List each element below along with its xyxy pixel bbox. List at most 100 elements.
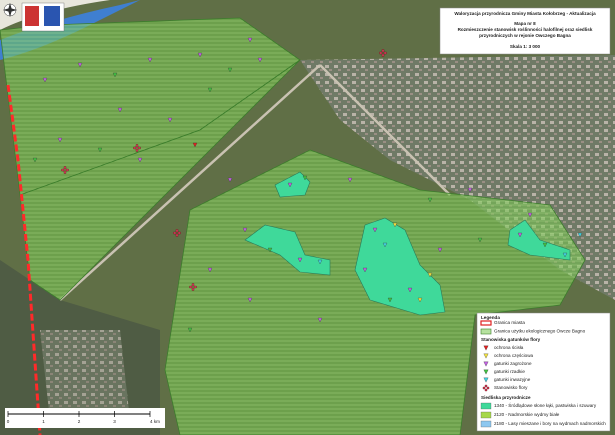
marker [167,117,173,123]
village-area [40,330,130,420]
marker [467,187,473,193]
marker [42,77,48,83]
coat-of-arms [44,6,60,26]
marker [527,212,533,218]
legend-swatch [480,402,492,410]
marker [362,267,368,273]
legend-box [476,312,611,432]
scale-label: 3 [113,419,116,424]
marker [317,259,323,265]
marker [197,52,203,58]
subtitle: Rozmieszczenie stanowisk roślinności hal… [457,27,593,38]
marker [577,232,583,238]
marker [207,267,213,273]
marker [112,72,118,78]
cross-marker [482,384,490,392]
cross-marker [133,144,141,152]
coat-of-arms [25,6,39,26]
species-markers [32,37,583,333]
marker [57,137,63,143]
legend-swatch [480,411,492,419]
marker [147,57,153,63]
legend-label: Granica miasta [494,320,525,325]
marker [317,317,323,323]
marker [437,247,443,253]
legend-heading: Siedliska przyrodnicze [481,395,531,400]
habitat-patch [507,219,571,261]
legend-label: ochrona częściowa [494,353,534,358]
habitat-patch [274,171,311,198]
scale-text: Skala 1: 3 000 [510,44,541,49]
scale-label: 0 [7,419,10,424]
marker [372,227,378,233]
legend-label: gatunki rzadkie [494,369,525,374]
marker [542,242,548,248]
marker [32,157,38,163]
marker [477,237,483,243]
legend-heading: Stanowiska gatunków flory [481,337,541,342]
marker [483,377,489,383]
legend-swatch [480,420,492,428]
scale-label: 2 [78,419,81,424]
marker [347,177,353,183]
legend-label: 2180 - Lasy mieszane i bory na wydmach n… [494,421,606,426]
map-number: Mapa nr 8 [514,21,536,26]
marker [267,247,273,253]
marker [407,287,413,293]
marker [517,232,523,238]
marker [427,272,433,278]
marker [302,175,308,181]
marker [387,297,393,303]
marker [117,107,123,113]
marker [247,37,253,43]
marker [137,157,143,163]
marker [483,353,489,359]
scale-label: 1 [42,419,45,424]
legend-label: ochrona ścisła [494,345,524,350]
subtitle-wrap: Rozmieszczenie stanowisk roślinności hal… [457,27,593,38]
cross-marker [61,166,69,174]
marker [247,297,253,303]
marker [257,57,263,63]
cross-marker [379,49,387,57]
marker [207,87,213,93]
city-boundary [6,84,42,435]
legend-label: gatunki zagrożone [494,361,532,366]
legend-label: Stanowisko flory [494,385,528,390]
legend-swatch [480,320,492,326]
marker [427,197,433,203]
title: Waloryzacja przyrodnicza Gminy Miasta Ko… [454,11,596,16]
marker [97,147,103,153]
marker [297,257,303,263]
scale-labels: 0 1 2 3 4 km [7,411,160,424]
legend-title: Legenda [481,315,500,320]
scale-label: 4 km [150,419,160,424]
legend-label: 1340 - Śródlądowe słone łąki, pastwiska … [494,401,597,408]
marker [242,227,248,233]
marker [483,345,489,351]
marker [192,142,198,148]
marker [483,369,489,375]
legend-label: gatunki inwazyjne [494,377,531,382]
marker [227,177,233,183]
cross-marker [189,283,197,291]
cross-marker [173,229,181,237]
compass [3,3,17,17]
marker [382,242,388,248]
legend-label: 2120 - Nadmorskie wydmy białe [494,412,560,417]
marker [562,252,568,258]
marker [77,62,83,68]
marker [483,361,489,367]
legend-swatch [480,328,492,335]
road [59,64,451,301]
marker [287,182,293,188]
title-box [439,7,611,55]
scale-bar-box [5,408,165,428]
habitat-patch [244,224,331,276]
marker [187,327,193,333]
marker [392,222,398,228]
marker [417,297,423,303]
legend-label: Granica użytku ekologicznego Owcze Bagno [494,329,586,334]
